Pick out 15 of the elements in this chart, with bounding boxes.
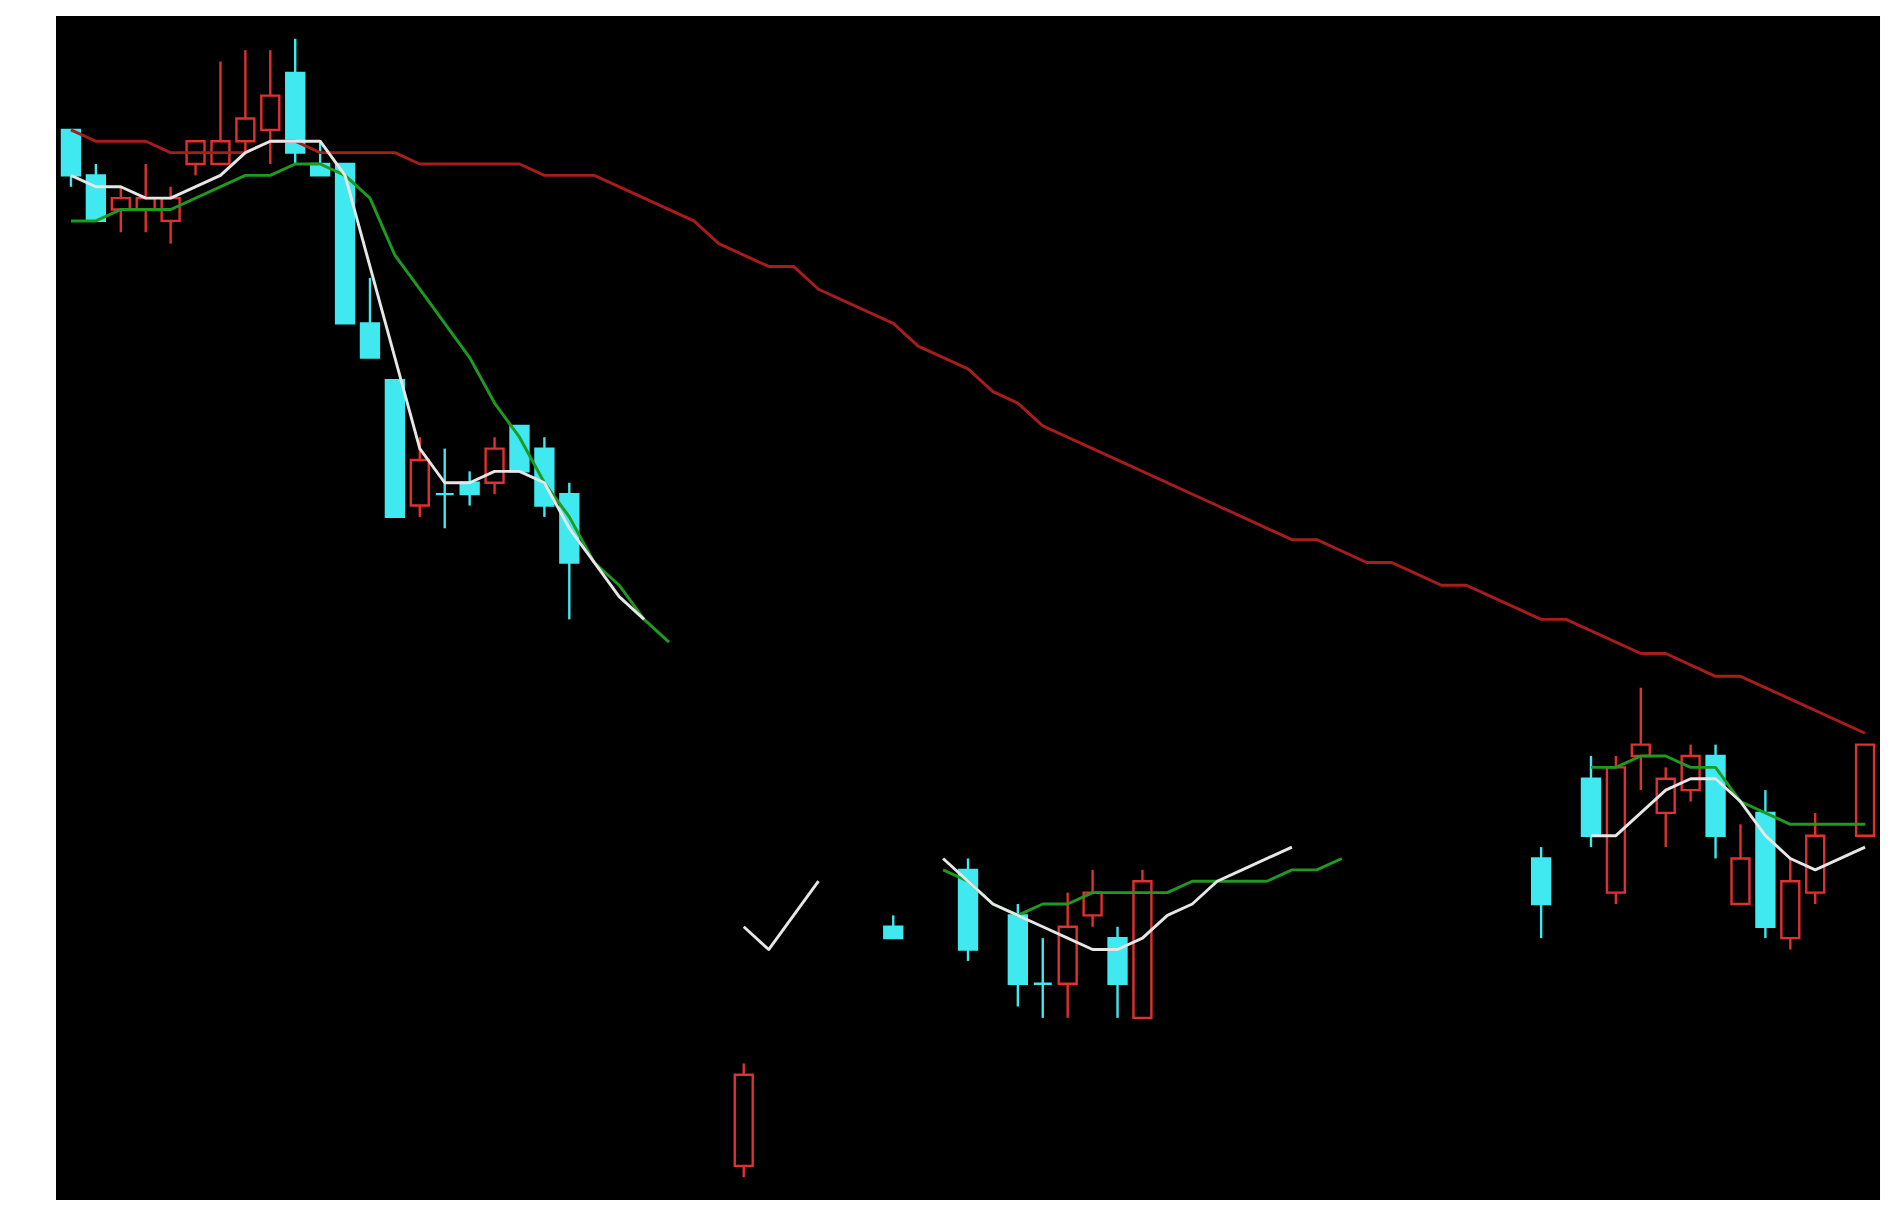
candlestick <box>210 60 231 166</box>
candlestick <box>434 447 455 530</box>
candlestick <box>484 436 505 496</box>
candlestick <box>359 276 381 359</box>
candlestick <box>235 48 256 154</box>
candlestick <box>1082 868 1103 928</box>
candlestick <box>1530 845 1552 940</box>
candlestick <box>409 436 430 519</box>
candlestick <box>883 914 904 940</box>
candlestick <box>1630 686 1651 792</box>
candlestick <box>1107 925 1128 1020</box>
candlestick <box>60 128 82 188</box>
candlestick <box>260 48 281 166</box>
candlestick <box>1032 936 1053 1020</box>
candlestick <box>1730 823 1751 906</box>
